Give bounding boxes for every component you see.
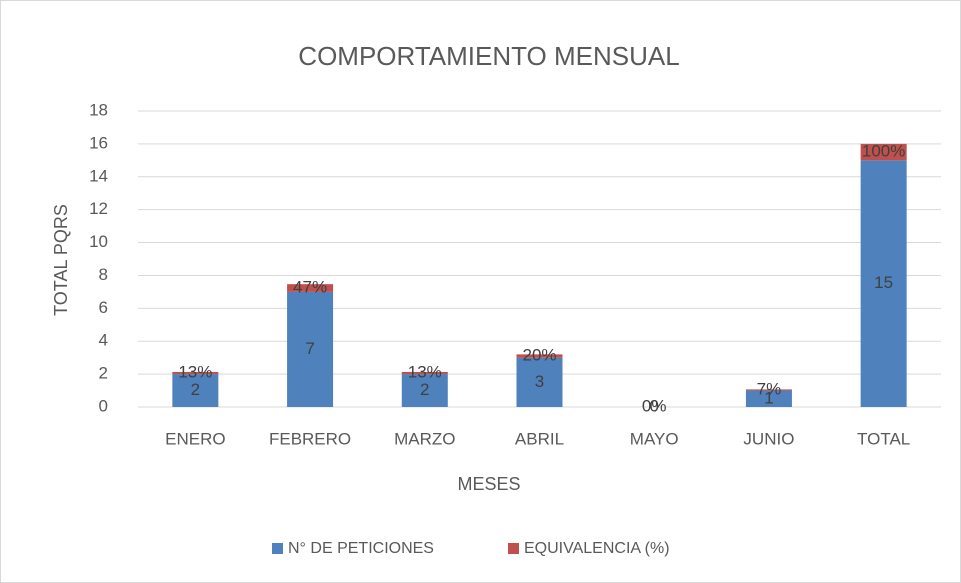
legend-swatch [272, 543, 283, 554]
x-tick-label: ABRIL [515, 429, 564, 448]
bar-segment [745, 389, 792, 391]
x-tick-label: MAYO [630, 429, 679, 448]
legend-swatch [508, 543, 519, 554]
data-label: 13% [408, 363, 442, 382]
x-tick-label: TOTAL [857, 429, 910, 448]
bar-segment [516, 354, 563, 358]
bar-segment [860, 143, 907, 161]
x-axis-label: MESES [457, 474, 520, 494]
y-tick-label: 18 [89, 100, 108, 119]
legend-label: N° DE PETICIONES [288, 540, 434, 557]
data-label: 0% [642, 396, 667, 415]
y-tick-label: 2 [99, 364, 108, 383]
y-tick-label: 16 [89, 133, 108, 152]
data-label: 7% [757, 379, 782, 398]
data-label: 15 [874, 273, 893, 292]
y-tick-label: 6 [99, 298, 108, 317]
y-tick-label: 12 [89, 199, 108, 218]
bar-segment [287, 284, 334, 292]
bar-segment [172, 374, 219, 407]
legend-label: EQUIVALENCIA (%) [524, 540, 670, 557]
data-label: 2 [191, 380, 200, 399]
y-tick-label: 4 [99, 331, 108, 350]
bar-segment [172, 371, 219, 375]
data-label: 7 [305, 339, 314, 358]
data-label: 1 [764, 388, 773, 407]
data-label: 100% [862, 142, 905, 161]
y-tick-label: 14 [89, 166, 108, 185]
y-tick-label: 10 [89, 232, 108, 251]
bar-segment [401, 374, 448, 407]
bar-segment [860, 160, 907, 407]
x-tick-label: ENERO [165, 429, 225, 448]
y-axis-label: TOTAL PQRS [51, 204, 71, 316]
x-tick-label: JUNIO [743, 429, 794, 448]
bar-segment [516, 357, 563, 407]
y-tick-label: 0 [99, 396, 108, 415]
bar-segment [401, 371, 448, 375]
data-label: 0 [649, 396, 658, 415]
chart-title: COMPORTAMIENTO MENSUAL [298, 41, 679, 71]
data-label: 13% [178, 363, 212, 382]
data-label: 3 [535, 372, 544, 391]
data-label: 47% [293, 278, 327, 297]
data-label: 20% [522, 346, 556, 365]
bar-segment [287, 291, 334, 407]
x-tick-label: MARZO [394, 429, 455, 448]
data-label: 2 [420, 380, 429, 399]
x-tick-label: FEBRERO [269, 429, 351, 448]
y-tick-label: 8 [99, 265, 108, 284]
bar-segment [745, 390, 792, 407]
